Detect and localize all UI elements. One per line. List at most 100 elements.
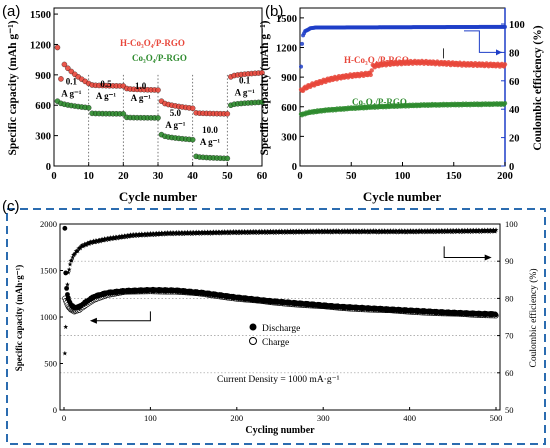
- coulombic-efficiency-point: [365, 228, 371, 234]
- coulombic-efficiency-point: [119, 233, 125, 239]
- panel-b: (b) 0 50 100 150 200030060090012001500020406…: [259, 3, 544, 204]
- ce-axis-arrow-line: [443, 246, 488, 258]
- coulombic-efficiency-point: [242, 228, 247, 234]
- coulombic-efficiency-point: [427, 227, 433, 233]
- rate-value-label: 0.5: [100, 79, 112, 89]
- h-co3o4-point: [259, 70, 265, 76]
- coulombic-efficiency-point: [305, 228, 311, 233]
- coulombic-efficiency-point: [416, 228, 422, 233]
- coulombic-efficiency-point: [442, 228, 448, 233]
- y-tick-label: 300: [35, 132, 51, 143]
- coulombic-efficiency-point: [359, 228, 365, 233]
- y-tick-label: 1500: [40, 266, 57, 276]
- y2-tick-label: 50: [505, 405, 514, 415]
- h-co3o4-point: [368, 72, 373, 78]
- discharge-point: [493, 312, 499, 318]
- panel-a-legend: H-Co₃O₄/P-RGO Co₃O₄/P-RGO: [120, 38, 187, 63]
- coulombic-efficiency-point: [428, 228, 434, 234]
- y-tick-label: 1500: [30, 10, 51, 21]
- panel-c-arrows: [89, 246, 492, 324]
- ce-axis-arrow-line: [464, 30, 502, 53]
- y-tick-label: 1500: [276, 14, 297, 25]
- x-tick-label: 400: [403, 413, 416, 423]
- coulombic-efficiency-point: [376, 228, 382, 233]
- coulombic-efficiency-point: [337, 228, 343, 234]
- discharge-point: [62, 225, 68, 231]
- co3o4-point: [502, 101, 508, 106]
- coulombic-efficiency-point: [128, 232, 133, 237]
- coulombic-efficiency-point: [202, 229, 208, 234]
- coulombic-efficiency-point: [344, 228, 350, 233]
- coulombic-efficiency-point: [451, 228, 457, 233]
- rate-value-label: 5.0: [170, 108, 182, 118]
- x-tick-label: 200: [230, 413, 243, 423]
- coulombic-efficiency-point: [268, 228, 273, 234]
- y2-tick-label: 100: [505, 219, 518, 229]
- coulombic-efficiency-point: [456, 227, 462, 233]
- coulombic-efficiency-point: [234, 229, 240, 235]
- discharge-point: [64, 285, 69, 291]
- coulombic-efficiency-point: [353, 228, 359, 233]
- rate-unit-label: A g⁻¹: [200, 137, 221, 147]
- coulombic-efficiency-point: [317, 229, 323, 234]
- coulombic-efficiency-point: [211, 229, 216, 234]
- coulombic-efficiency-point: [116, 234, 122, 239]
- coulombic-efficiency-point: [374, 228, 380, 234]
- coulombic-efficiency-point: [197, 230, 203, 235]
- h-co3o4-point: [65, 65, 71, 72]
- coulombic-efficiency-point: [308, 229, 314, 234]
- coulombic-efficiency-point: [362, 228, 368, 233]
- panel-a-legend-c: Co₃O₄/P-RGO: [132, 53, 187, 63]
- coulombic-efficiency-point: [219, 229, 225, 234]
- coulombic-efficiency-point: [465, 228, 471, 234]
- coulombic-efficiency-point: [448, 228, 454, 234]
- coulombic-efficiency-point: [65, 270, 71, 275]
- coulombic-efficiency-point: [471, 227, 476, 233]
- legend-charge-marker: [249, 337, 257, 345]
- x-tick-label: 10: [83, 171, 94, 182]
- coulombic-efficiency-point: [410, 228, 416, 233]
- coulombic-efficiency-point: [230, 228, 236, 234]
- coulombic-efficiency-point: [78, 245, 83, 251]
- coulombic-efficiency-point: [259, 228, 265, 234]
- coulombic-efficiency-point: [503, 24, 507, 29]
- coulombic-efficiency-point: [154, 230, 159, 236]
- coulombic-efficiency-point: [168, 230, 174, 236]
- coulombic-efficiency-point: [165, 229, 171, 235]
- panel-c: (c) 0 100 200 300 400 500 0 500 1000 1500 2000 50 60…: [2, 198, 546, 445]
- panel-b-xlabel: Cycle number: [363, 189, 442, 204]
- coulombic-efficiency-point: [108, 235, 114, 240]
- coulombic-efficiency-point: [236, 229, 242, 234]
- x-tick-label: 50: [222, 171, 233, 182]
- rate-value-label: 0.1: [66, 77, 78, 87]
- coulombic-efficiency-point: [70, 254, 76, 260]
- coulombic-efficiency-point: [419, 228, 425, 233]
- y2-tick-label: 80: [505, 293, 514, 303]
- coulombic-efficiency-point: [391, 229, 397, 234]
- h-co3o4-point: [61, 61, 68, 68]
- coulombic-efficiency-point: [270, 228, 276, 234]
- coulombic-efficiency-point: [488, 227, 494, 233]
- y2-tick-label: 40: [509, 105, 520, 116]
- coulombic-efficiency-point: [205, 230, 211, 235]
- y2-tick-label: 60: [509, 77, 520, 88]
- legend-discharge-label: Discharge: [262, 324, 300, 334]
- coulombic-efficiency-point: [288, 229, 294, 235]
- coulombic-efficiency-point: [333, 228, 339, 233]
- co3o4-point: [189, 136, 196, 143]
- coulombic-efficiency-point: [445, 227, 451, 233]
- coulombic-efficiency-point: [447, 227, 453, 233]
- x-tick-label: 200: [497, 171, 513, 182]
- coulombic-efficiency-point: [105, 235, 111, 241]
- coulombic-efficiency-point: [160, 231, 165, 236]
- coulombic-efficiency-point: [351, 228, 356, 233]
- coulombic-efficiency-point: [62, 350, 68, 356]
- panel-a-letter: (a): [2, 3, 20, 20]
- coulombic-efficiency-point: [274, 228, 279, 234]
- coulombic-efficiency-point: [440, 228, 445, 234]
- coulombic-efficiency-point: [354, 229, 360, 234]
- coulombic-efficiency-point: [248, 228, 254, 234]
- coulombic-efficiency-point: [342, 228, 348, 233]
